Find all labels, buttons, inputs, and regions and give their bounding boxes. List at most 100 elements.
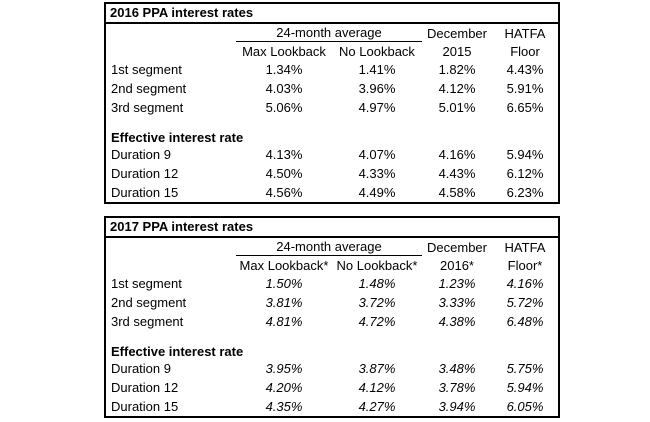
col-header-december: December [427,239,487,255]
table-row-duration-15: Duration 15 4.56% 4.49% 4.58% 6.23% [106,183,558,202]
rate-cell: 1.50% [265,276,303,291]
rate-cell: 6.12% [506,166,544,181]
row-label: Duration 9 [111,147,171,162]
rate-cell: 3.95% [265,361,303,376]
rate-cell: 4.49% [358,185,396,200]
rate-cell: 1.23% [438,276,476,291]
section-label-effective-interest-rate: Effective interest rate [111,343,244,359]
rate-cell: 3.78% [438,380,476,395]
section-label-effective-interest-rate: Effective interest rate [111,129,244,145]
rate-cell: 4.03% [265,81,303,96]
rate-cell: 3.72% [358,295,396,310]
rate-cell: 4.12% [358,380,396,395]
rate-cell: 3.87% [358,361,396,376]
table-row-1st-segment: 1st segment 1.50% 1.48% 1.23% 4.16% [106,274,558,293]
rate-cell: 3.81% [265,295,303,310]
row-label: 1st segment [111,62,182,77]
rate-cell: 3.48% [438,361,476,376]
group-header-24-month-average: 24-month average [236,24,422,42]
col-header-no-lookback: No Lookback* [336,257,418,273]
rate-cell: 4.16% [438,147,476,162]
header-row-group: 24-month average December HATFA [106,24,558,42]
rate-cell: 4.50% [265,166,303,181]
rate-cell: 5.75% [506,361,544,376]
col-header-hatfa: HATFA [504,239,546,255]
rate-cell: 1.48% [358,276,396,291]
rate-cell: 4.16% [506,276,544,291]
table-row-duration-9: Duration 9 4.13% 4.07% 4.16% 5.94% [106,145,558,164]
table-row-3rd-segment: 3rd segment 4.81% 4.72% 4.38% 6.48% [106,312,558,331]
rate-cell: 4.38% [438,314,476,329]
row-label: 2nd segment [111,295,187,310]
rate-cell: 5.06% [265,100,303,115]
rate-cell: 5.91% [506,81,544,96]
rate-cell: 3.94% [438,399,476,414]
rate-cell: 4.33% [358,166,396,181]
rate-cell: 6.65% [506,100,544,115]
table-row-1st-segment: 1st segment 1.34% 1.41% 1.82% 4.43% [106,60,558,79]
row-label: Duration 9 [111,361,171,376]
group-header-24-month-average: 24-month average [236,238,422,256]
table-row-duration-12: Duration 12 4.50% 4.33% 4.43% 6.12% [106,164,558,183]
rate-cell: 5.94% [506,380,544,395]
row-label: 3rd segment [111,314,184,329]
rate-cell: 4.43% [506,62,544,77]
row-label: Duration 12 [111,166,179,181]
col-header-max-lookback: Max Lookback* [239,257,329,273]
row-label: 2nd segment [111,81,187,96]
table-2016-ppa: 2016 PPA interest rates 24-month average… [104,2,560,204]
col-header-hatfa: HATFA [504,25,546,41]
rate-cell: 4.12% [438,81,476,96]
spacer-row [106,331,558,343]
rate-cell: 5.72% [506,295,544,310]
table-row-2nd-segment: 2nd segment 4.03% 3.96% 4.12% 5.91% [106,79,558,98]
rate-cell: 4.20% [265,380,303,395]
row-label: 1st segment [111,276,182,291]
rate-cell: 3.33% [438,295,476,310]
table-row-duration-12: Duration 12 4.20% 4.12% 3.78% 5.94% [106,378,558,397]
row-label: Duration 12 [111,380,179,395]
section-row: Effective interest rate [106,343,558,359]
col-header-floor: Floor [510,43,540,59]
table-title-2017: 2017 PPA interest rates [106,218,558,238]
rate-cell: 5.94% [506,147,544,162]
table-title-2016: 2016 PPA interest rates [106,4,558,24]
table-row-duration-9: Duration 9 3.95% 3.87% 3.48% 5.75% [106,359,558,378]
col-header-no-lookback: No Lookback [339,43,415,59]
rate-cell: 4.56% [265,185,303,200]
rate-cell: 5.01% [438,100,476,115]
col-header-year: 2015 [442,43,472,59]
rate-cell: 1.82% [438,62,476,77]
rate-cell: 1.34% [265,62,303,77]
col-header-floor: Floor* [507,257,543,273]
header-row-sub: Max Lookback No Lookback 2015 Floor [106,42,558,60]
col-header-december: December [427,25,487,41]
rate-cell: 4.97% [358,100,396,115]
rate-cell: 4.35% [265,399,303,414]
section-row: Effective interest rate [106,129,558,145]
rate-cell: 6.05% [506,399,544,414]
rate-cell: 4.43% [438,166,476,181]
table-row-2nd-segment: 2nd segment 3.81% 3.72% 3.33% 5.72% [106,293,558,312]
spacer-row [106,117,558,129]
row-label: Duration 15 [111,185,179,200]
rate-cell: 4.58% [438,185,476,200]
rate-cell: 1.41% [358,62,396,77]
footnote: * October Three estimate, based on rates… [104,418,560,422]
rate-cell: 6.23% [506,185,544,200]
rate-cell: 4.07% [358,147,396,162]
header-row-group: 24-month average December HATFA [106,238,558,256]
rate-cell: 4.27% [358,399,396,414]
row-label: Duration 15 [111,399,179,414]
table-2017-ppa: 2017 PPA interest rates 24-month average… [104,216,560,418]
rate-cell: 3.96% [358,81,396,96]
col-header-max-lookback: Max Lookback [242,43,326,59]
rate-cell: 4.81% [265,314,303,329]
rate-cell: 4.72% [358,314,396,329]
rate-cell: 6.48% [506,314,544,329]
rate-cell: 4.13% [265,147,303,162]
table-row-duration-15: Duration 15 4.35% 4.27% 3.94% 6.05% [106,397,558,416]
table-row-3rd-segment: 3rd segment 5.06% 4.97% 5.01% 6.65% [106,98,558,117]
header-row-sub: Max Lookback* No Lookback* 2016* Floor* [106,256,558,274]
